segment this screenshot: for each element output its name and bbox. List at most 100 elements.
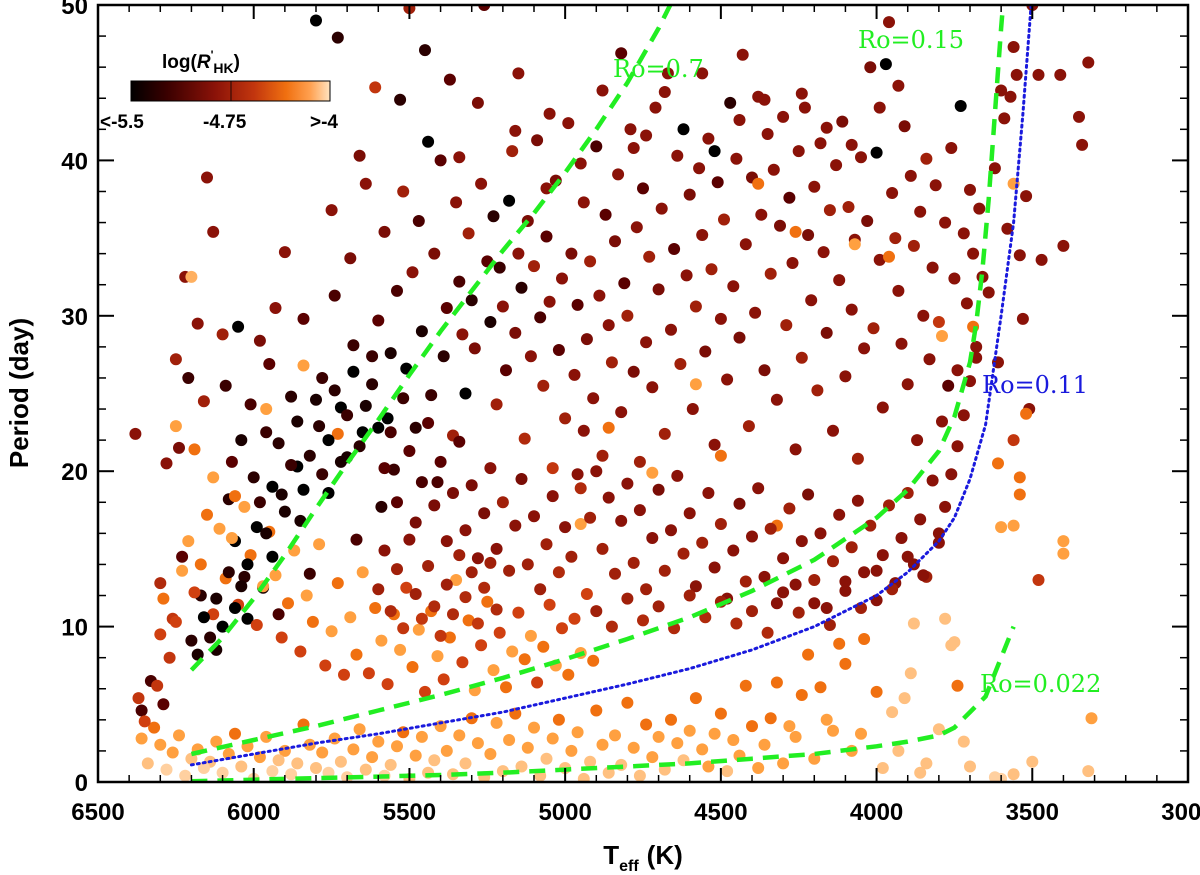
data-point: [777, 586, 790, 599]
data-point: [269, 569, 282, 582]
data-point: [384, 426, 397, 439]
data-point: [250, 619, 263, 631]
data-point: [428, 499, 441, 512]
data-point: [369, 602, 382, 614]
data-point: [954, 100, 967, 112]
data-point: [764, 712, 777, 725]
data-point: [770, 676, 783, 689]
data-point: [216, 766, 229, 779]
data-point: [275, 488, 288, 501]
data-point: [235, 580, 248, 593]
data-point: [783, 191, 796, 204]
data-point: [780, 319, 793, 332]
data-point: [515, 473, 528, 485]
data-point: [795, 87, 808, 100]
data-point: [253, 496, 266, 509]
data-point: [465, 566, 478, 579]
curve-ro-0.15: [190, 5, 1006, 757]
data-point: [621, 696, 634, 709]
data-point: [568, 368, 581, 381]
data-point: [138, 715, 151, 728]
data-point: [434, 629, 447, 642]
data-point: [272, 754, 285, 767]
data-point: [677, 547, 690, 560]
data-point: [590, 605, 603, 618]
data-point: [415, 730, 428, 743]
data-point: [708, 438, 721, 451]
data-point: [820, 713, 833, 726]
data-point: [764, 267, 777, 280]
data-point: [310, 14, 322, 27]
data-point: [456, 328, 469, 341]
colorbar-tick-label: -4.75: [203, 112, 247, 133]
data-point: [151, 679, 164, 692]
data-point: [362, 667, 375, 680]
data-point: [344, 611, 357, 624]
data-point: [253, 334, 266, 347]
data-point: [440, 302, 453, 314]
data-point: [185, 270, 198, 283]
data-point: [640, 718, 653, 731]
data-point: [892, 284, 905, 297]
data-point: [945, 468, 958, 481]
data-point: [817, 246, 830, 259]
data-point: [397, 185, 410, 198]
data-point: [658, 427, 671, 440]
data-point: [920, 152, 933, 165]
data-point: [465, 479, 478, 492]
data-point: [833, 508, 846, 521]
data-point: [219, 379, 232, 392]
data-point: [1007, 434, 1020, 447]
data-point: [378, 225, 391, 238]
data-point: [431, 476, 444, 489]
data-point: [714, 707, 727, 720]
data-point: [207, 471, 220, 484]
data-point: [447, 487, 459, 499]
data-point: [789, 730, 802, 743]
data-point: [798, 101, 811, 114]
data-point: [188, 443, 201, 456]
data-point: [531, 676, 544, 689]
data-point: [372, 583, 385, 596]
data-point: [621, 309, 634, 322]
data-point: [372, 421, 385, 434]
data-point: [453, 151, 466, 164]
data-point: [845, 303, 858, 316]
data-point: [238, 570, 251, 583]
data-point: [886, 706, 899, 719]
data-point: [1007, 519, 1020, 532]
data-point: [733, 331, 746, 344]
data-point: [366, 350, 379, 363]
data-point: [1007, 41, 1020, 53]
data-point: [752, 762, 765, 774]
data-point: [437, 350, 450, 363]
data-point: [260, 426, 273, 439]
data-point: [475, 639, 488, 652]
data-point: [154, 577, 167, 590]
data-point: [328, 732, 341, 745]
data-point: [727, 544, 740, 557]
data-point: [359, 177, 372, 190]
data-point: [596, 449, 609, 462]
data-point: [571, 468, 584, 481]
data-point: [814, 527, 827, 540]
data-point: [462, 227, 475, 240]
data-point: [708, 561, 721, 574]
data-point: [334, 455, 347, 468]
data-point: [855, 151, 867, 164]
data-point: [440, 578, 453, 591]
data-point: [577, 424, 590, 437]
data-point: [341, 409, 354, 422]
data-point: [870, 564, 883, 577]
data-point: [459, 524, 472, 537]
data-point: [904, 667, 917, 680]
data-point: [584, 255, 597, 268]
data-point: [409, 421, 422, 434]
curve-label-ro-0.11: Ro=0.11: [982, 371, 1088, 399]
data-point: [1013, 249, 1026, 262]
data-point: [792, 606, 805, 619]
data-point: [727, 734, 740, 746]
data-point: [777, 110, 790, 123]
x-tick-label: 6000: [227, 799, 280, 826]
